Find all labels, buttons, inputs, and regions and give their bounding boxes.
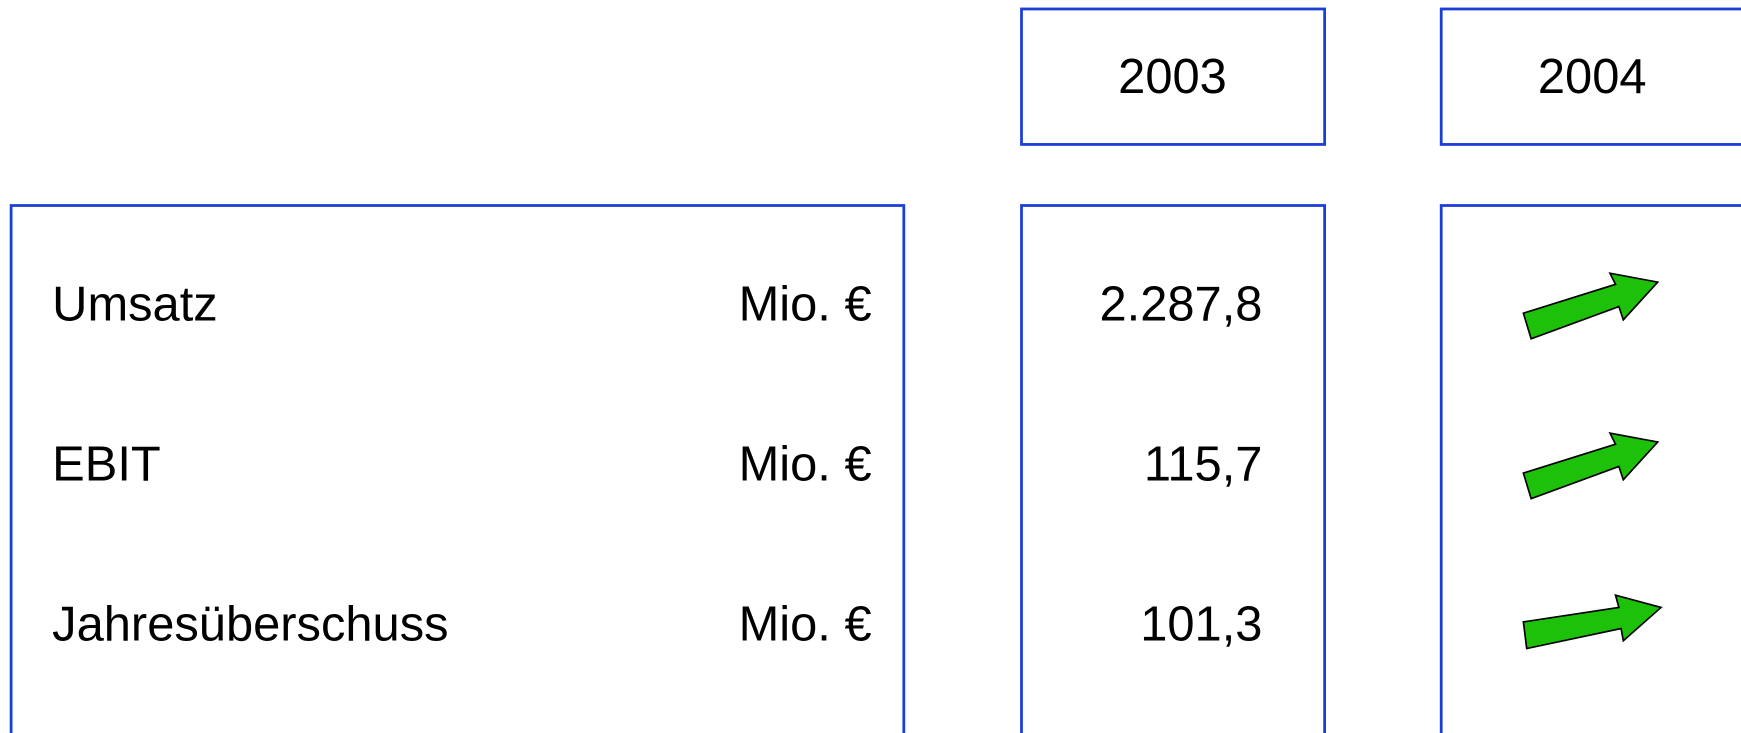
row-label: Umsatz	[52, 278, 218, 332]
row-label: Jahresüberschuss	[52, 597, 448, 651]
row-value: 115,7	[1144, 437, 1263, 491]
year-label: 2004	[1538, 50, 1647, 104]
year-label: 2003	[1118, 50, 1227, 104]
year-header-box	[1020, 7, 1327, 146]
label-box	[9, 204, 906, 733]
year-header-box	[1439, 7, 1741, 146]
values-box	[1020, 204, 1327, 733]
row-unit: Mio. €	[739, 278, 872, 332]
row-unit: Mio. €	[739, 437, 872, 491]
trend-arrow	[1522, 272, 1660, 340]
trend-arrow	[1522, 594, 1663, 650]
trend-box	[1439, 204, 1741, 733]
row-value: 2.287,8	[1099, 278, 1262, 332]
row-label: EBIT	[52, 437, 161, 491]
row-value: 101,3	[1140, 597, 1262, 651]
trend-arrow	[1522, 431, 1660, 500]
row-unit: Mio. €	[739, 597, 872, 651]
